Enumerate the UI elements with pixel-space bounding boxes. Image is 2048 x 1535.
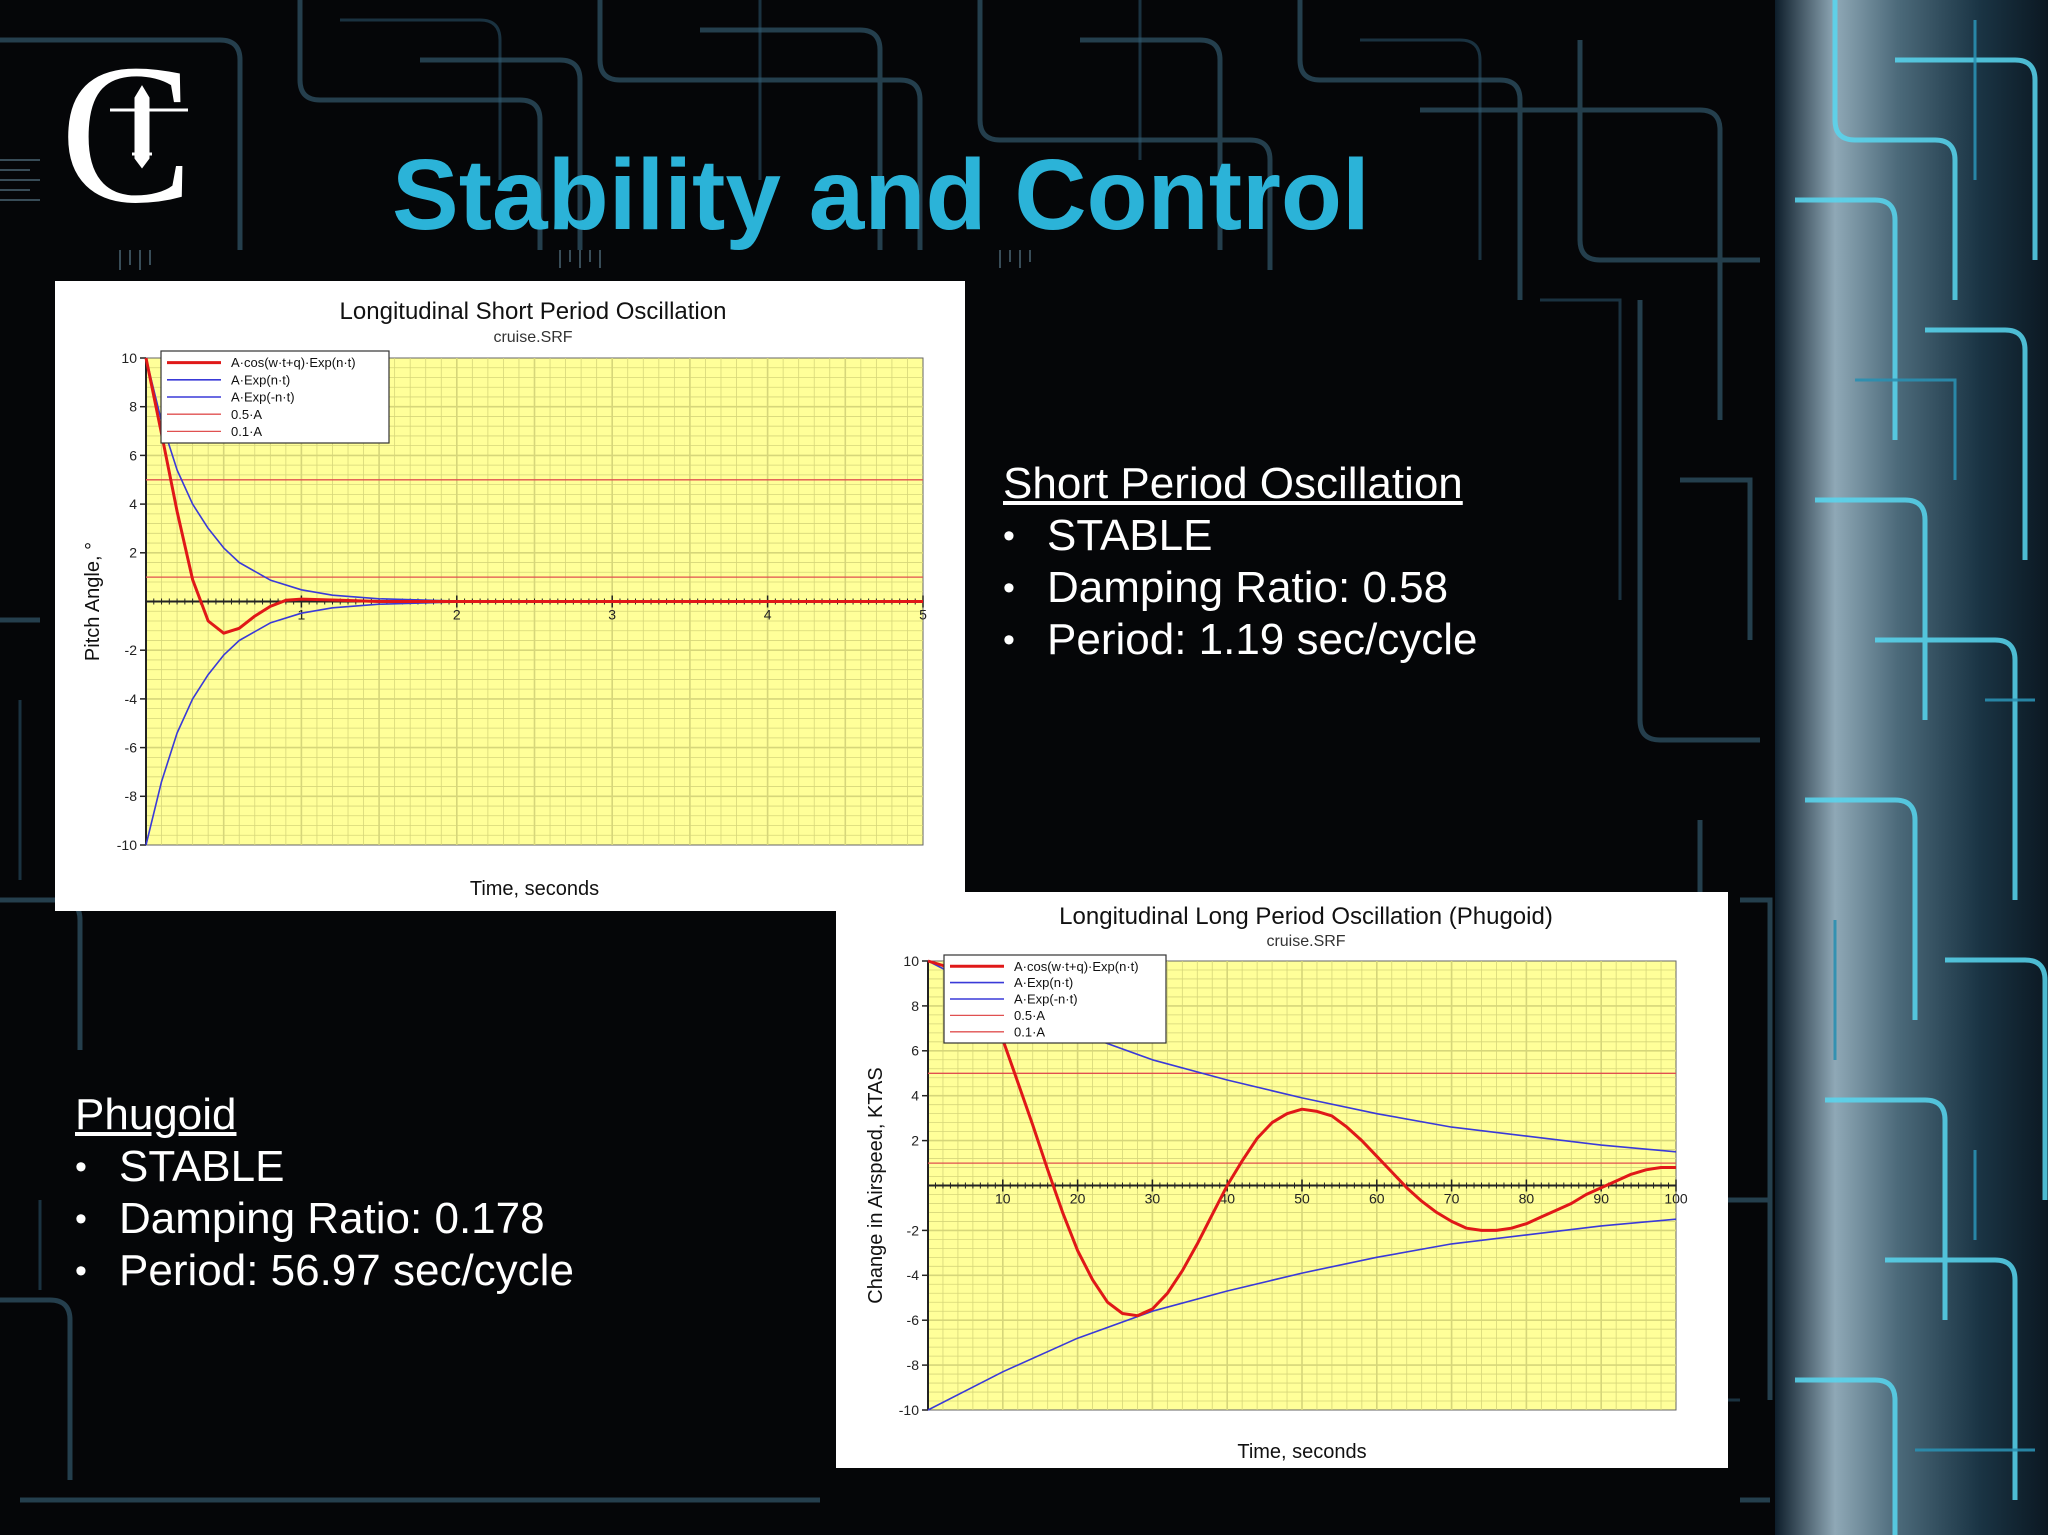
chart1-title: Longitudinal Short Period Oscillation xyxy=(340,298,727,325)
chart2-legend-label: A·Exp(n·t) xyxy=(1014,975,1073,990)
chart2-x-tick-label: 60 xyxy=(1369,1191,1385,1207)
chart2-legend-box xyxy=(943,954,1167,1044)
chart2-y-tick-label: 6 xyxy=(911,1043,919,1059)
chart1-subtitle: cruise.SRF xyxy=(493,329,572,346)
chart2-x-tick-label: 70 xyxy=(1444,1191,1460,1207)
chart1-y-tick-label: 10 xyxy=(121,350,137,366)
chart2-subtitle: cruise.SRF xyxy=(1266,933,1345,950)
chart1-legend-label: A·Exp(n·t) xyxy=(231,372,290,387)
short-period-bullets: STABLE Damping Ratio: 0.58 Period: 1.19 … xyxy=(1003,510,1477,666)
logo-letter: C xyxy=(60,36,193,220)
phugoid-summary: Phugoid STABLE Damping Ratio: 0.178 Peri… xyxy=(75,1089,574,1297)
chart1-x-tick-label: 3 xyxy=(608,607,616,623)
chart2-series-2 xyxy=(927,1218,1677,1411)
chart2-legend: A·cos(w·t+q)·Exp(n·t)A·Exp(n·t) A·Exp(-n·… xyxy=(943,954,1167,1044)
chart1-y-tick-label: 8 xyxy=(129,399,137,415)
right-panel-circuits xyxy=(1795,0,2048,1535)
short-period-period: Period: 1.19 sec/cycle xyxy=(1003,614,1477,666)
chart1-y-label: Pitch Angle, ° xyxy=(82,542,104,661)
slide-title: Stability and Control xyxy=(392,139,1370,251)
chart2-x-tick-label: 30 xyxy=(1145,1191,1161,1207)
chart2-y-tick-label: 8 xyxy=(911,998,919,1014)
chart1-legend-label: A·cos(w·t+q)·Exp(n·t) xyxy=(231,355,356,370)
phugoid-bullets: STABLE Damping Ratio: 0.178 Period: 56.9… xyxy=(75,1141,574,1297)
chart2-legend-label: 0.5·A xyxy=(1014,1008,1045,1023)
phugoid-chart-svg: Longitudinal Long Period Oscillation (Ph… xyxy=(865,903,1688,1463)
chart1-x-tick-label: 4 xyxy=(764,607,772,623)
phugoid-chart: Longitudinal Long Period Oscillation (Ph… xyxy=(836,892,1728,1468)
chart1-x-tick-label: 2 xyxy=(453,607,461,623)
chart2-y-tick-label: -10 xyxy=(899,1402,919,1418)
chart2-legend-label: 0.1·A xyxy=(1014,1024,1045,1039)
short-period-heading: Short Period Oscillation xyxy=(1003,459,1463,508)
chart1-y-tick-label: 2 xyxy=(129,545,137,561)
short-period-chart-svg: Longitudinal Short Period Oscillation cru… xyxy=(82,298,927,900)
short-period-stability: STABLE xyxy=(1003,510,1477,562)
chart2-legend-label: A·cos(w·t+q)·Exp(n·t) xyxy=(1014,959,1139,974)
phugoid-period: Period: 56.97 sec/cycle xyxy=(75,1245,574,1297)
chart1-y-tick-label: -6 xyxy=(125,740,138,756)
chart2-x-tick-label: 50 xyxy=(1294,1191,1310,1207)
chart2-x-tick-label: 80 xyxy=(1519,1191,1535,1207)
chart2-x-tick-label: 90 xyxy=(1593,1191,1609,1207)
chart2-x-tick-label: 20 xyxy=(1070,1191,1086,1207)
chart1-series-0 xyxy=(144,357,923,635)
short-period-chart: Longitudinal Short Period Oscillation cru… xyxy=(55,281,965,911)
chart2-y-tick-label: 2 xyxy=(911,1133,919,1149)
chart1-y-tick-label: -4 xyxy=(125,691,138,707)
chart2-x-tick-label: 100 xyxy=(1664,1191,1688,1207)
chart1-legend-label: A·Exp(-n·t) xyxy=(231,390,295,405)
chart1-legend-label: 0.5·A xyxy=(231,407,262,422)
chart2-y-tick-label: -2 xyxy=(907,1222,920,1238)
aircraft-emblem-icon: C xyxy=(60,36,193,220)
chart2-y-tick-label: -4 xyxy=(907,1267,920,1283)
chart1-x-tick-label: 1 xyxy=(298,607,306,623)
chart2-y-tick-label: -6 xyxy=(907,1312,920,1328)
chart2-y-tick-label: 4 xyxy=(911,1088,919,1104)
chart2-series-0 xyxy=(927,959,1676,1318)
chart1-y-tick-label: -2 xyxy=(125,642,138,658)
chart1-x-label: Time, seconds xyxy=(470,878,599,900)
chart1-y-tick-label: -10 xyxy=(117,837,137,853)
short-period-summary: Short Period Oscillation STABLE Damping … xyxy=(1003,458,1477,666)
chart2-y-tick-label: -8 xyxy=(907,1357,920,1373)
phugoid-damping: Damping Ratio: 0.178 xyxy=(75,1193,574,1245)
chart2-y-label: Change in Airspeed, KTAS xyxy=(865,1067,887,1303)
chart2-y-tick-label: 10 xyxy=(903,953,919,969)
right-gradient-panel xyxy=(1775,0,2048,1535)
chart2-title: Longitudinal Long Period Oscillation (Ph… xyxy=(1059,903,1553,930)
phugoid-heading: Phugoid xyxy=(75,1090,237,1139)
chart1-legend: A·cos(w·t+q)·Exp(n·t) A·Exp(n·t) A·Exp(-n·… xyxy=(160,350,390,444)
chart1-y-tick-label: -8 xyxy=(125,788,138,804)
phugoid-stability: STABLE xyxy=(75,1141,574,1193)
chart1-legend-label: 0.1·A xyxy=(231,424,262,439)
chart1-y-tick-label: 4 xyxy=(129,496,137,512)
chart1-y-tick-label: 6 xyxy=(129,447,137,463)
chart2-legend-label: A·Exp(-n·t) xyxy=(1014,992,1078,1007)
short-period-damping: Damping Ratio: 0.58 xyxy=(1003,562,1477,614)
chart2-x-label: Time, seconds xyxy=(1237,1441,1366,1463)
chart2-x-tick-label: 10 xyxy=(995,1191,1011,1207)
chart1-x-tick-label: 5 xyxy=(919,607,927,623)
